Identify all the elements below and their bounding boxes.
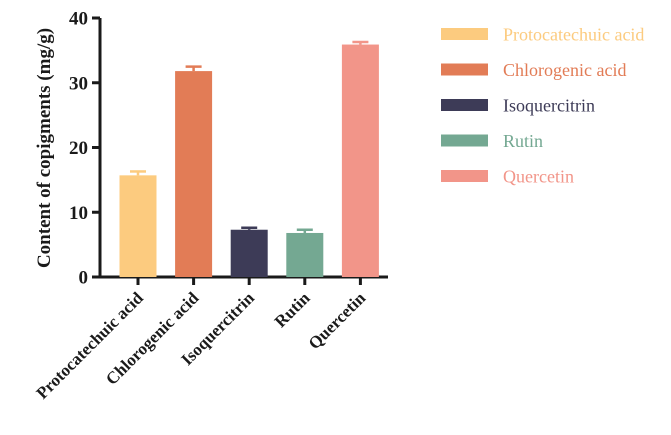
- axes: 0 10 20 30 40: [69, 9, 388, 289]
- bars: [119, 40, 379, 277]
- bar: [341, 44, 379, 277]
- legend-label: Rutin: [503, 131, 543, 151]
- y-axis-label: Content of copigments (mg/g): [34, 28, 55, 268]
- legend-label: Chlorogenic acid: [503, 60, 626, 80]
- x-tick-label: Rutin: [271, 288, 314, 331]
- bar: [175, 71, 213, 277]
- y-tick-label: 30: [69, 73, 88, 94]
- bar: [119, 175, 157, 277]
- bar: [286, 232, 324, 277]
- x-tick-label: Protocatechuic acid: [32, 288, 147, 403]
- legend: Protocatechuic acid Chlorogenic acid Isoqu…: [441, 25, 644, 187]
- y-tick-label: 40: [69, 9, 88, 30]
- y-tick-label: 0: [79, 268, 89, 289]
- legend-label: Quercetin: [503, 167, 574, 187]
- legend-swatch: [441, 28, 488, 40]
- legend-swatch: [441, 63, 488, 76]
- legend-swatch: [441, 99, 488, 111]
- bar: [230, 229, 268, 277]
- legend-label: Isoquercitrin: [503, 96, 595, 116]
- x-tick-label: Chlorogenic acid: [102, 288, 203, 389]
- legend-swatch: [441, 170, 488, 182]
- legend-label: Protocatechuic acid: [503, 25, 644, 45]
- x-tick-label: Quercetin: [305, 288, 370, 353]
- y-tick-label: 20: [69, 138, 88, 159]
- legend-swatch: [441, 134, 488, 147]
- y-tick-label: 10: [69, 203, 88, 224]
